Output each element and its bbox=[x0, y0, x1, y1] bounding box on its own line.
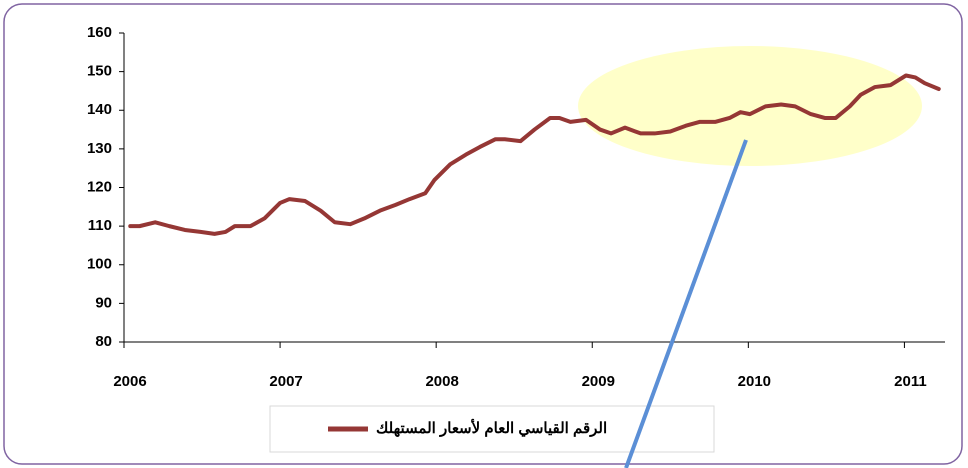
y-tick-label: 110 bbox=[88, 217, 112, 234]
y-tick-label: 150 bbox=[87, 63, 112, 80]
x-tick-label: 2010 bbox=[738, 373, 771, 390]
highlight-ellipse bbox=[578, 46, 922, 166]
x-tick-label: 2009 bbox=[582, 373, 615, 390]
x-tick-label: 2007 bbox=[269, 373, 302, 390]
x-tick-label: 2011 bbox=[894, 373, 927, 390]
x-tick-label: 2006 bbox=[113, 373, 146, 390]
y-tick-label: 160 bbox=[87, 24, 112, 41]
y-tick-label: 100 bbox=[87, 256, 112, 273]
y-tick-label: 120 bbox=[87, 178, 112, 195]
legend-label: الرقم القياسي العام لأسعار المستهلك bbox=[376, 418, 607, 438]
series-line bbox=[128, 73, 941, 236]
y-tick-label: 90 bbox=[95, 294, 112, 311]
plot-area: 80 90 100 110 120 130 140 150 160 2006 2007 2008 200… bbox=[87, 24, 945, 390]
y-tick-label: 130 bbox=[87, 140, 112, 157]
series-layer bbox=[128, 73, 941, 236]
x-tick-label: 2008 bbox=[425, 373, 458, 390]
annotation-arrow bbox=[624, 139, 748, 468]
y-tick-label: 80 bbox=[95, 333, 112, 350]
y-tick-label: 140 bbox=[87, 101, 112, 118]
